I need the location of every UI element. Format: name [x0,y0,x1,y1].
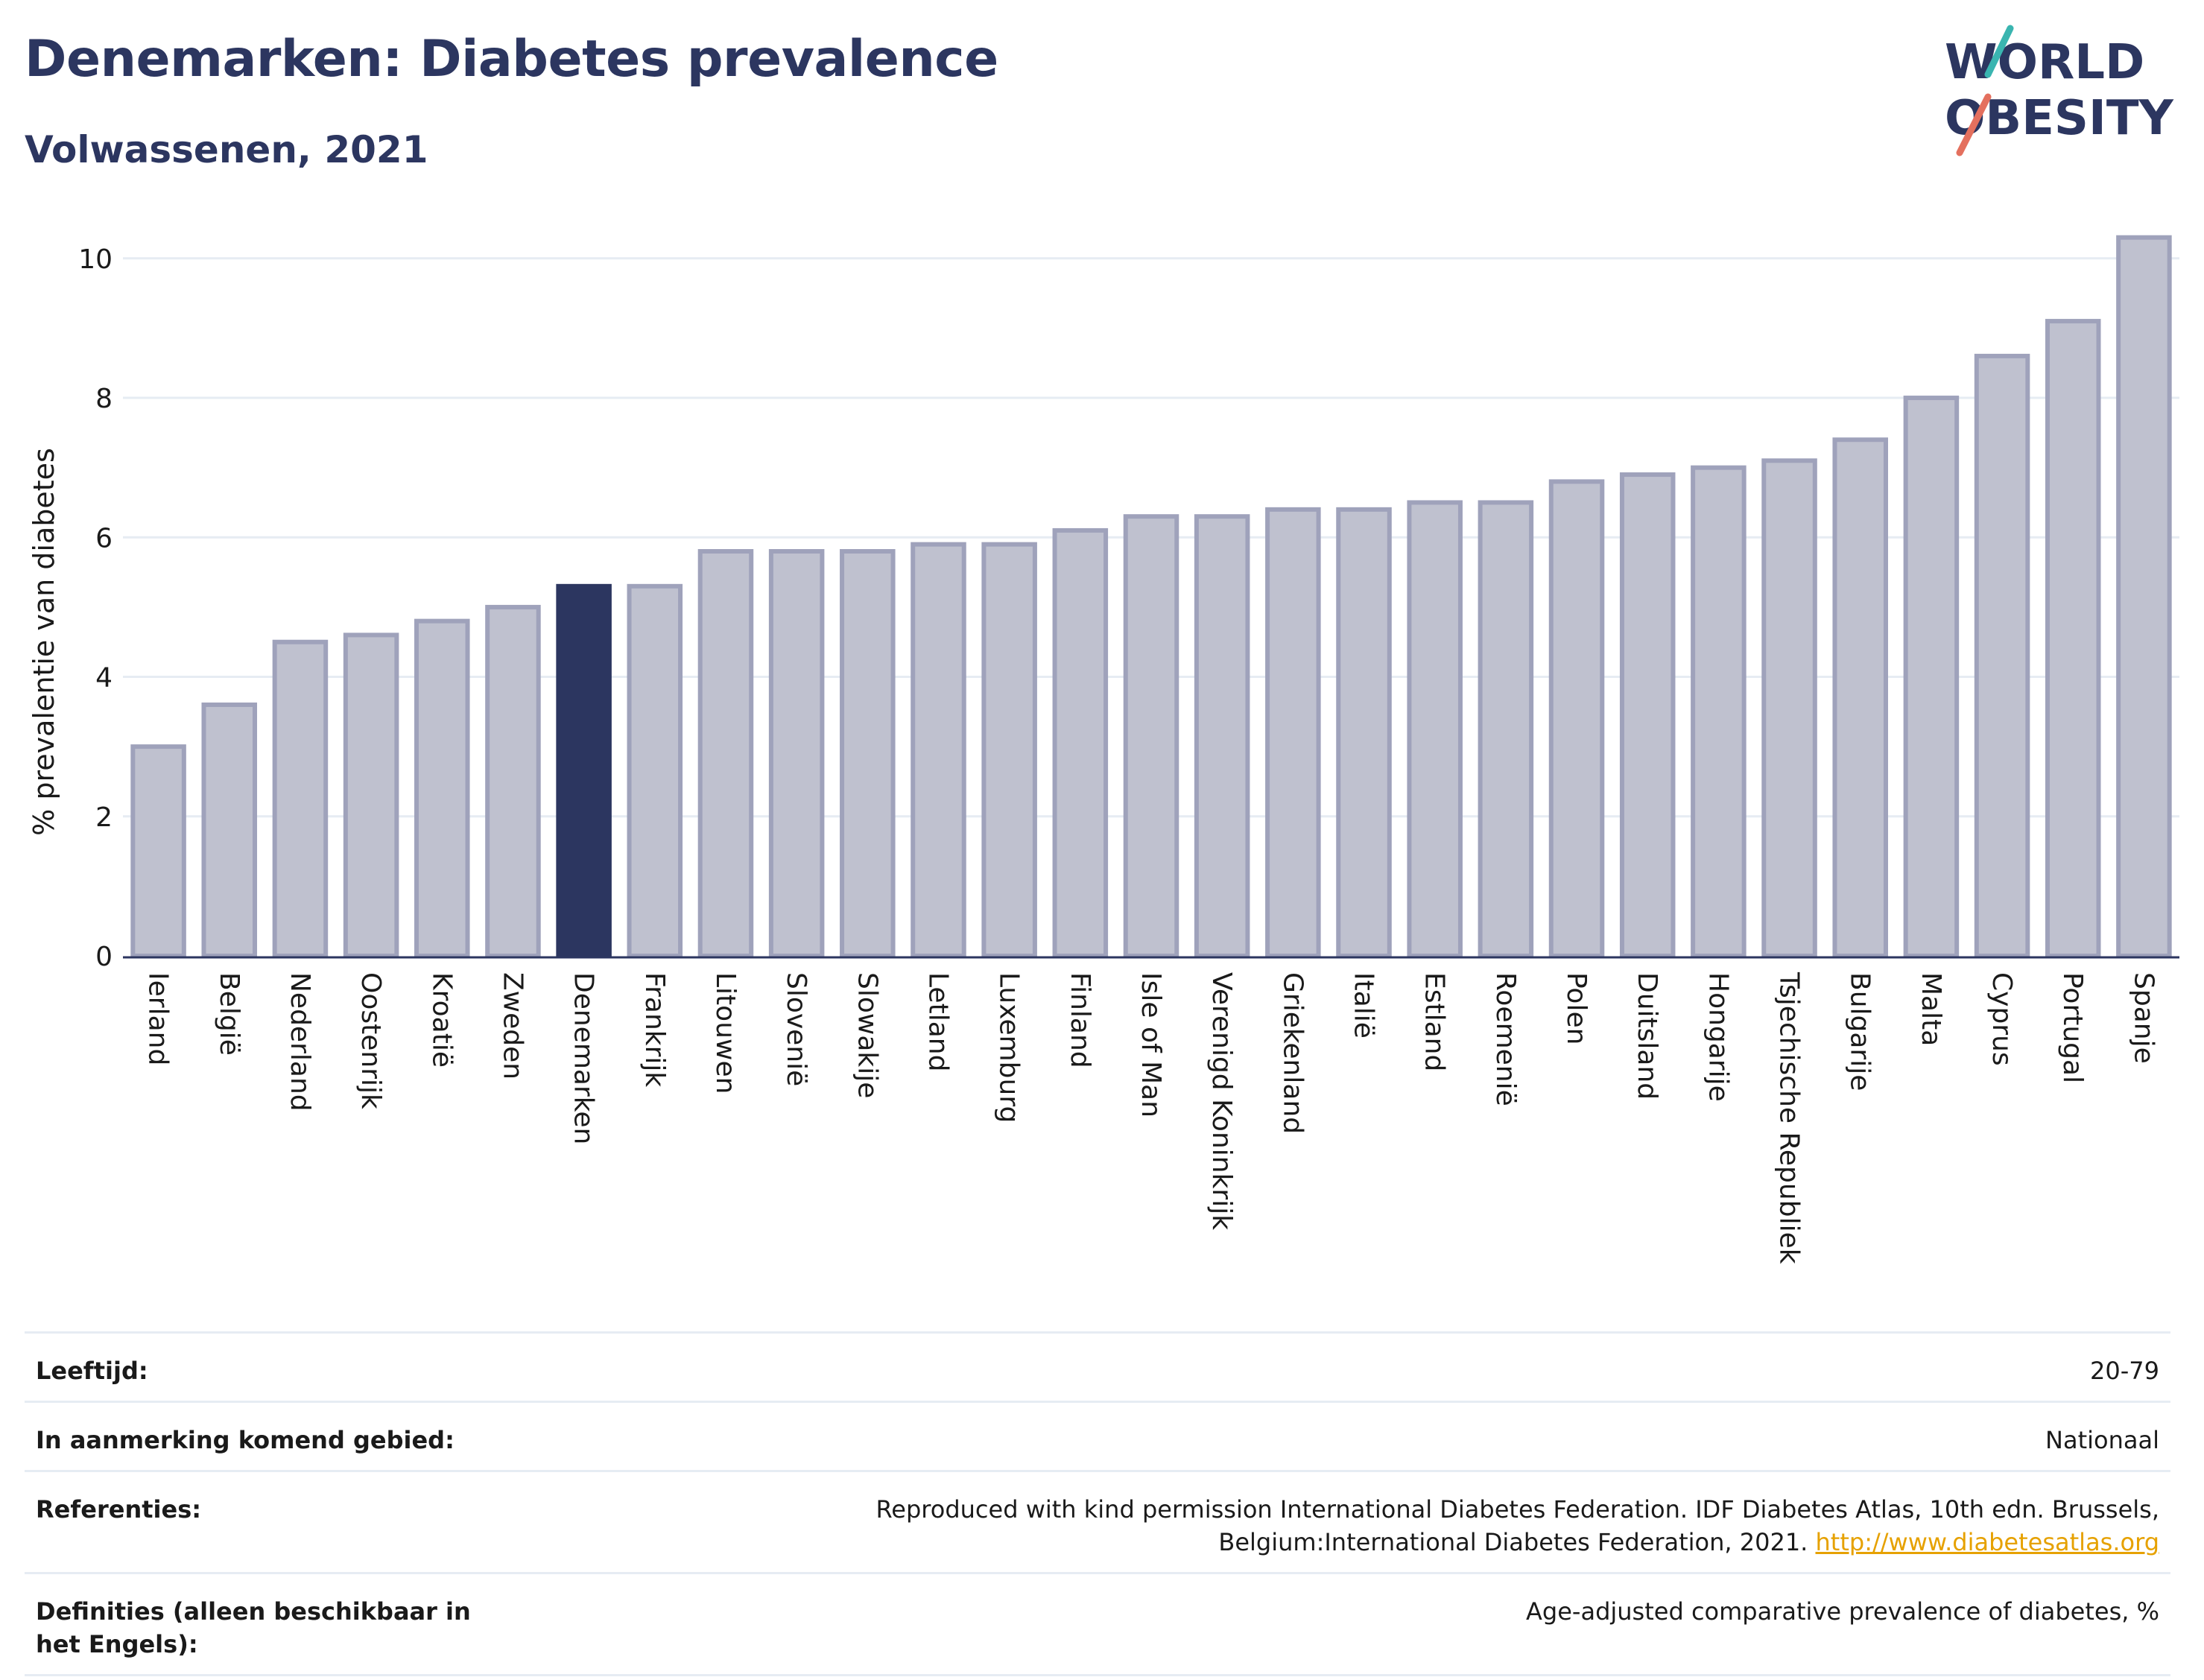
meta-value: 20-79 [2090,1354,2159,1387]
meta-value: Nationaal [2045,1424,2159,1456]
x-tick-label: Litouwen [710,972,741,1094]
x-tick-label: Slovenië [781,972,811,1086]
x-tick-label: Duitsland [1632,972,1662,1100]
meta-value: Age-adjusted comparative prevalence of d… [1526,1595,2159,1628]
x-tick-label: Roemenië [1490,972,1521,1106]
x-tick-label: Finland [1065,972,1095,1068]
logo-slash-teal [1984,25,2014,78]
x-tick-label: Slowakije [852,972,882,1098]
bar [1761,458,1817,958]
x-tick-label: Estland [1419,972,1450,1071]
bar [2116,235,2172,958]
bar [697,549,754,958]
x-tick-label: Denemarken [569,972,599,1144]
bar [1832,437,1888,958]
bar [414,618,470,959]
meta-row: Definities (alleen beschikbaar in het En… [25,1572,2170,1676]
bar [1265,507,1321,959]
logo-slash-red [1956,93,1992,156]
bar-chart: 0 2 4 6 8 10 Ierland België Nederland Oostenrijk… [28,235,2179,1264]
bar [130,744,186,959]
meta-value-text: Reproduced with kind permission Internat… [875,1495,2160,1556]
x-tick-label: Polen [1561,972,1592,1045]
meta-key: Leeftijd: [36,1357,148,1385]
bar [981,542,1037,958]
meta-row: Leeftijd: 20-79 [25,1331,2170,1401]
y-tick-label: 6 [95,523,113,554]
bar [1691,465,1747,958]
bar [1478,500,1534,958]
meta-value-text: Age-adjusted comparative prevalence of d… [1526,1597,2159,1626]
x-tick-label: Luxemburg [994,972,1025,1123]
x-tick-label: Nederland [285,972,315,1112]
x-tick-label: Malta [1916,972,1946,1046]
metadata-table: Leeftijd: 20-79 In aanmerking komend gebie… [25,1331,2170,1676]
x-tick-label: Spanje [2128,972,2159,1064]
meta-key: Definities (alleen beschikbaar in het En… [36,1597,471,1658]
meta-value-text: 20-79 [2090,1357,2159,1385]
meta-row: In aanmerking komend gebied: Nationaal [25,1401,2170,1470]
x-tick-label: Verenigd Koninkrijk [1206,972,1237,1230]
y-tick-label: 10 [78,244,113,275]
meta-value: Reproduced with kind permission Internat… [639,1493,2160,1559]
bar [768,549,825,958]
meta-key: Referenties: [36,1495,202,1524]
world-obesity-logo: WORLD OBESITY [1945,25,2173,156]
x-tick-label: Griekenland [1277,972,1308,1134]
reference-link[interactable]: http://www.diabetesatlas.org [1815,1528,2159,1556]
x-tick-label: Ierland [143,972,174,1065]
meta-key: In aanmerking komend gebied: [36,1426,455,1454]
bar [1336,507,1392,959]
meta-value-text: Nationaal [2045,1426,2159,1454]
bar [2045,319,2101,959]
x-tick-label: Portugal [2057,972,2088,1083]
x-tick-label: Zweden [497,972,528,1080]
x-tick-label: Bulgarije [1845,972,1875,1091]
x-tick-label: Isle of Man [1136,972,1166,1118]
logo-line1: WORLD [1945,35,2144,90]
y-tick-label: 8 [95,384,113,414]
bar [556,583,612,958]
bar [1974,353,2030,958]
bar [343,633,399,958]
x-tick-label: Italië [1349,972,1379,1039]
y-axis-ticks: 0 2 4 6 8 10 [78,244,113,972]
bar [1548,479,1605,958]
bar [1123,514,1179,958]
bar [627,583,683,958]
bar [1052,527,1109,958]
bar [1407,500,1463,958]
bar [840,549,896,958]
page-subtitle: Volwassenen, 2021 [25,128,428,171]
x-tick-label: Cyprus [1986,972,2017,1066]
y-tick-label: 2 [95,802,113,833]
y-axis-label: % prevalentie van diabetes [28,448,60,836]
bar [911,542,966,958]
bar [485,604,541,959]
bar [201,702,258,958]
y-tick-label: 0 [95,942,113,972]
x-tick-label: Oostenrijk [355,972,386,1109]
bar [1903,396,1960,958]
x-axis-labels: Ierland België Nederland Oostenrijk Kroatië Z… [143,971,2159,1264]
bar [272,639,329,958]
x-tick-label: Hongarije [1703,972,1733,1102]
x-tick-label: Frankrijk [639,972,670,1087]
bar [1194,514,1250,958]
x-tick-label: Kroatië [426,972,457,1068]
meta-row: Referenties: Reproduced with kind permiss… [25,1470,2170,1572]
y-tick-label: 4 [95,663,113,694]
chart-bars [130,235,2172,959]
x-tick-label: Letland [922,972,953,1071]
x-tick-label: België [214,972,244,1056]
x-tick-label: Tsjechische Republiek [1774,971,1805,1264]
bar [1619,472,1676,958]
page-title: Denemarken: Diabetes prevalence [25,30,998,89]
